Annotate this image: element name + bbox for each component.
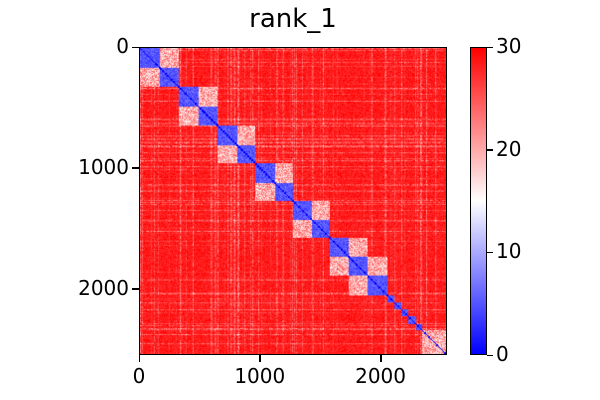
colorbar-tick-label: 20 <box>496 136 522 161</box>
x-tick <box>138 355 140 362</box>
colorbar-tick <box>487 46 493 48</box>
y-tick-label: 0 <box>116 34 129 58</box>
y-tick <box>132 46 139 48</box>
colorbar-tick <box>487 149 493 151</box>
heatmap <box>139 47 447 355</box>
y-tick-label: 2000 <box>78 275 129 300</box>
y-tick <box>132 167 139 169</box>
x-tick-label: 2000 <box>355 364 407 388</box>
x-tick <box>259 355 261 362</box>
x-tick-label: 1000 <box>234 364 286 388</box>
colorbar-tick-label: 30 <box>496 34 522 58</box>
x-tick-label: 0 <box>132 364 146 388</box>
colorbar <box>470 47 487 355</box>
colorbar-tick-label: 0 <box>496 342 509 366</box>
colorbar-tick <box>487 251 493 254</box>
x-tick <box>380 355 382 362</box>
colorbar-tick-label: 10 <box>496 239 522 264</box>
colorbar-tick <box>487 354 493 356</box>
y-tick-label: 1000 <box>78 154 129 179</box>
y-tick <box>132 288 139 290</box>
chart-title: rank_1 <box>249 4 337 34</box>
